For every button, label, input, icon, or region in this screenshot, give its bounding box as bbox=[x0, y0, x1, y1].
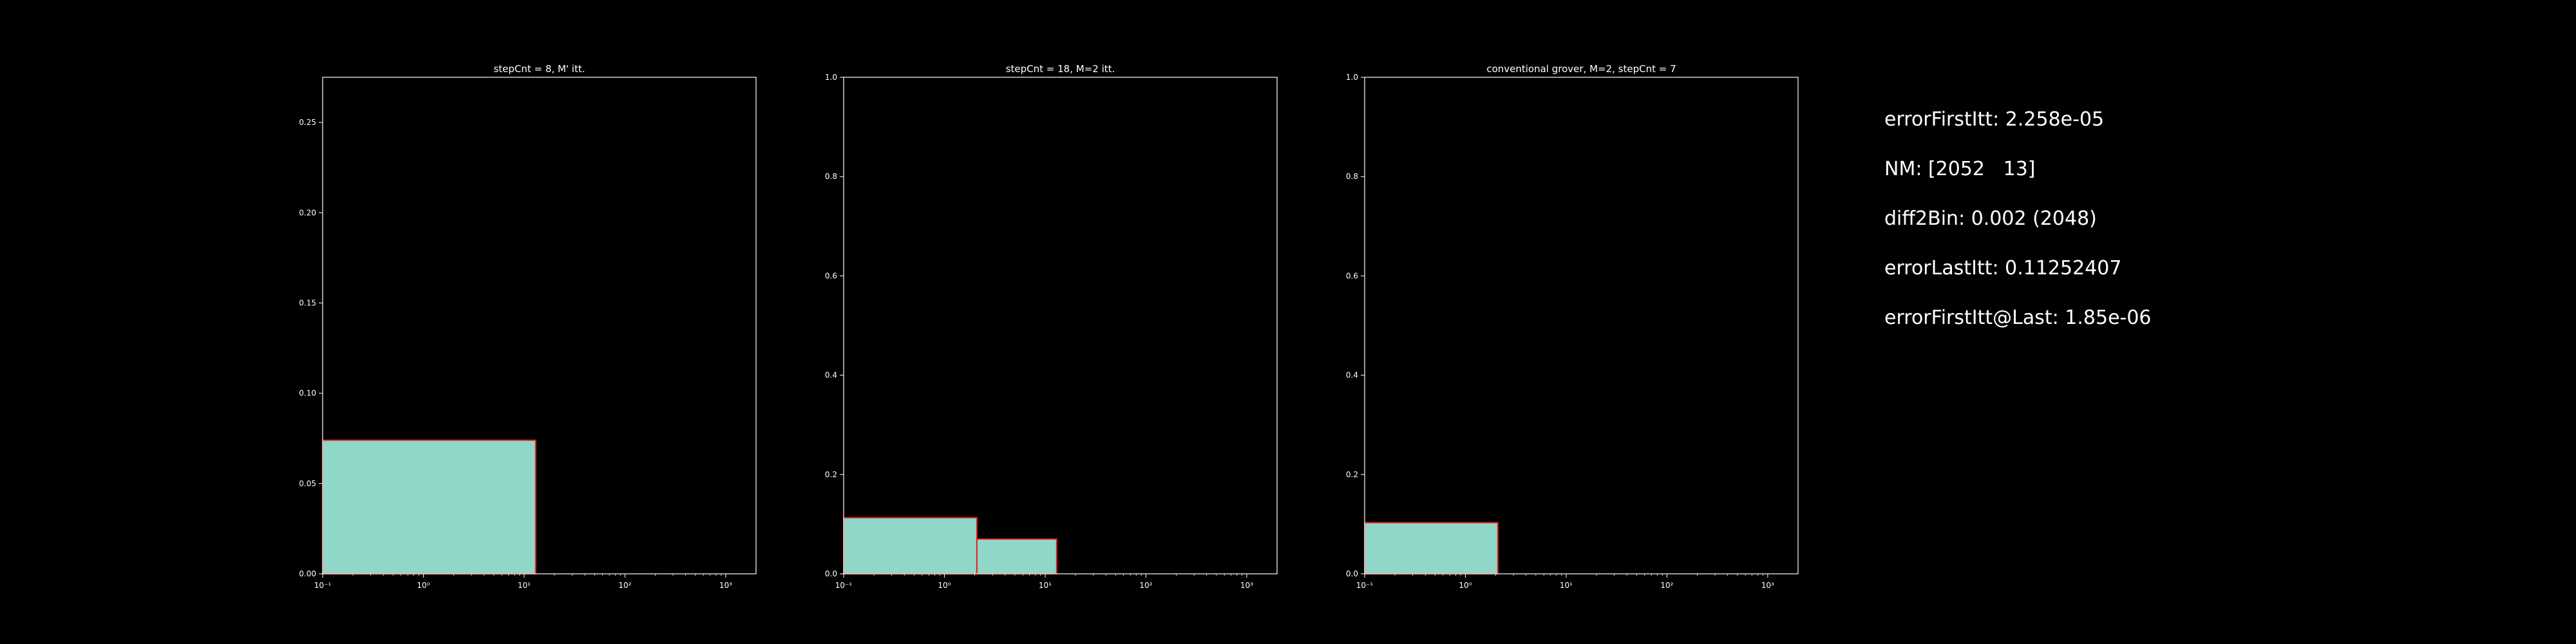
histogram-bin bbox=[976, 538, 1057, 575]
histogram-bin bbox=[843, 516, 978, 575]
y-tick-label: 0.20 bbox=[299, 208, 316, 217]
y-tick-label: 0.8 bbox=[825, 172, 837, 181]
x-tick-label: 10⁻¹ bbox=[835, 581, 853, 590]
x-tick-label: 10¹ bbox=[518, 581, 531, 590]
x-tick-label: 10⁰ bbox=[1459, 581, 1472, 590]
x-tick-label: 10⁻¹ bbox=[314, 581, 332, 590]
chart-title: stepCnt = 8, M' itt. bbox=[493, 63, 585, 75]
chart-panel-2: stepCnt = 18, M=2 itt. 0.0 0.2 0.4 0.6 0.8 1.0… bbox=[825, 63, 1278, 590]
chart-title: conventional grover, M=2, stepCnt = 7 bbox=[1486, 63, 1676, 75]
x-tick-label: 10³ bbox=[1240, 581, 1253, 590]
y-tick-label: 0.2 bbox=[825, 470, 837, 479]
y-tick-label: 0.15 bbox=[299, 298, 316, 307]
stat-error-first-itt-at-last: errorFirstItt@Last: 1.85e-06 bbox=[1884, 307, 2152, 329]
x-tick-label: 10² bbox=[1139, 581, 1152, 590]
y-tick-label: 0.6 bbox=[825, 271, 837, 280]
x-tick-label: 10³ bbox=[1761, 581, 1774, 590]
x-tick-label: 10¹ bbox=[1039, 581, 1052, 590]
histogram-bin bbox=[1364, 522, 1499, 574]
y-tick-label: 0.00 bbox=[299, 569, 316, 578]
y-tick-label: 1.0 bbox=[825, 73, 837, 82]
y-tick-label: 0.0 bbox=[825, 569, 837, 578]
axes-frame bbox=[1364, 77, 1799, 574]
stat-error-first-itt: errorFirstItt: 2.258e-05 bbox=[1884, 108, 2105, 131]
x-tick-label: 10¹ bbox=[1560, 581, 1573, 590]
y-tick-label: 0.8 bbox=[1346, 172, 1358, 181]
y-tick-label: 0.4 bbox=[825, 371, 837, 380]
y-tick-label: 0.10 bbox=[299, 389, 316, 398]
chart-panel-3: conventional grover, M=2, stepCnt = 7 0.0… bbox=[1346, 63, 1799, 590]
x-tick-label: 10⁰ bbox=[938, 581, 951, 590]
stat-diff2bin: diff2Bin: 0.002 (2048) bbox=[1884, 207, 2097, 230]
y-tick-label: 0.05 bbox=[299, 479, 316, 488]
y-tick-label: 0.4 bbox=[1346, 371, 1358, 380]
stat-nm: NM: [2052 13] bbox=[1884, 158, 2036, 180]
histogram-bin bbox=[322, 439, 536, 574]
y-tick-label: 0.6 bbox=[1346, 271, 1358, 280]
chart-title: stepCnt = 18, M=2 itt. bbox=[1006, 63, 1115, 75]
x-tick-label: 10² bbox=[1660, 581, 1673, 590]
x-tick-label: 10⁻¹ bbox=[1356, 581, 1374, 590]
axes-frame bbox=[322, 77, 757, 574]
x-tick-label: 10² bbox=[618, 581, 631, 590]
y-tick-label: 0.2 bbox=[1346, 470, 1358, 479]
stat-error-last-itt: errorLastItt: 0.11252407 bbox=[1884, 257, 2122, 279]
y-tick-label: 0.0 bbox=[1346, 569, 1358, 578]
x-tick-label: 10⁰ bbox=[417, 581, 430, 590]
chart-panel-1: stepCnt = 8, M' itt. 0.00 0.05 0.10 0.15 0.20… bbox=[299, 63, 757, 590]
y-tick-label: 1.0 bbox=[1346, 73, 1358, 82]
axes-frame bbox=[843, 77, 1278, 574]
y-tick-label: 0.25 bbox=[299, 118, 316, 127]
x-tick-label: 10³ bbox=[719, 581, 732, 590]
